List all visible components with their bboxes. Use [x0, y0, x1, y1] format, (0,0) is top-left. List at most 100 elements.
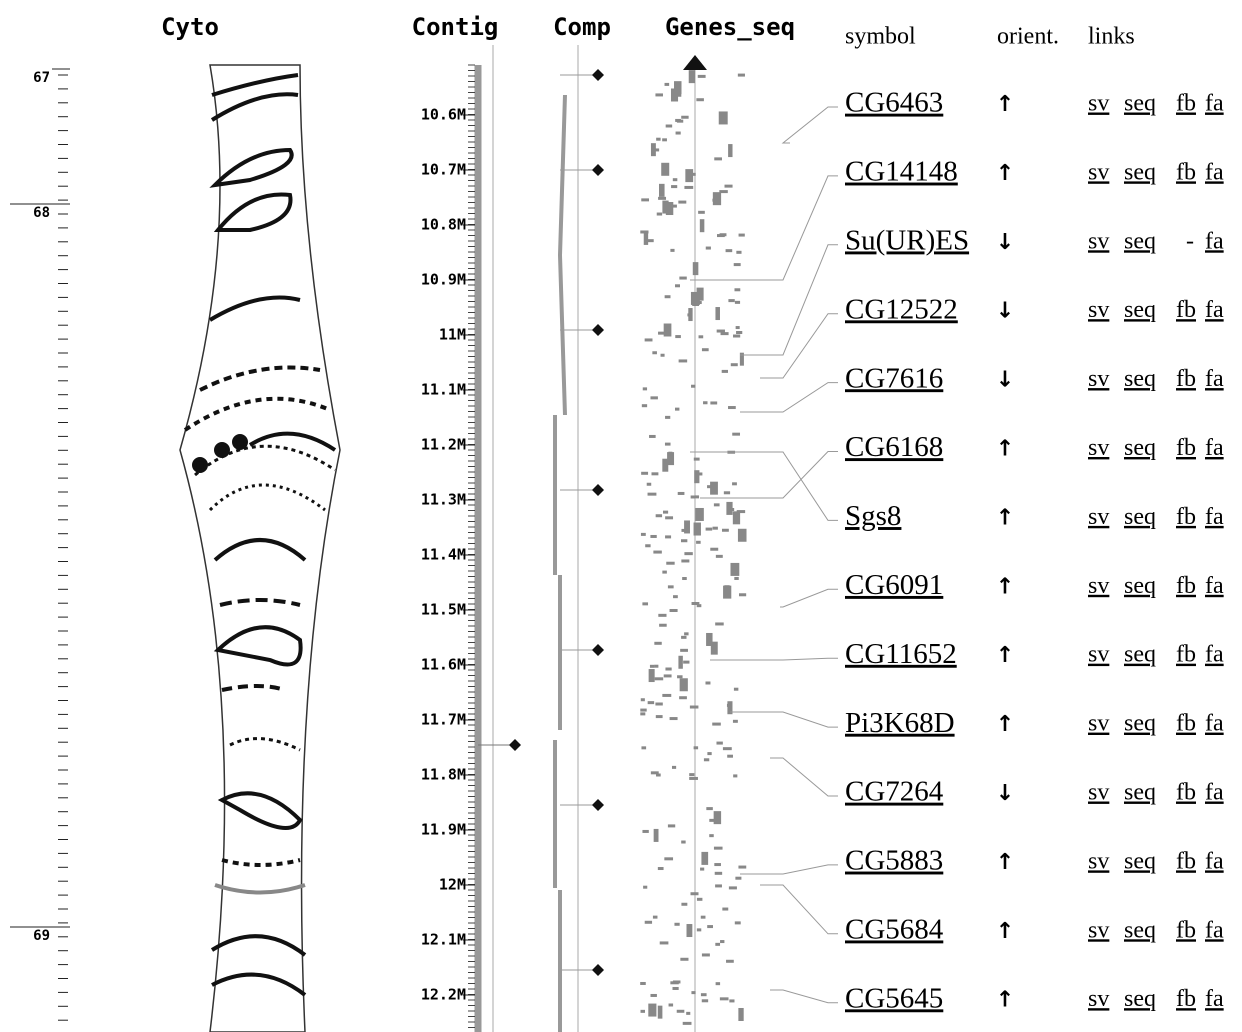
gene-feature: [669, 717, 678, 721]
gene-link[interactable]: sv: [1088, 986, 1109, 1012]
gene-symbol[interactable]: CG12522: [845, 293, 958, 325]
gene-feature: [729, 999, 735, 1003]
gene-link[interactable]: fb: [1176, 159, 1196, 185]
gene-feature: [681, 115, 689, 119]
gene-connector: [740, 244, 838, 356]
gene-feature: [732, 719, 738, 723]
gene-link[interactable]: sv: [1088, 297, 1109, 323]
gene-link[interactable]: fa: [1205, 228, 1224, 254]
gene-feature: [650, 771, 659, 775]
gene-link[interactable]: sv: [1088, 711, 1109, 737]
gene-link[interactable]: sv: [1088, 366, 1109, 392]
gene-link[interactable]: seq: [1124, 986, 1156, 1012]
gene-link[interactable]: seq: [1124, 159, 1156, 185]
gene-link[interactable]: fb: [1176, 711, 1196, 737]
gene-feature: [725, 249, 733, 253]
gene-link[interactable]: fb: [1176, 986, 1196, 1012]
gene-link[interactable]: fb: [1176, 848, 1196, 874]
comp-marker: [592, 964, 604, 976]
gene-link[interactable]: fa: [1205, 297, 1224, 323]
gene-link[interactable]: fa: [1205, 642, 1224, 668]
gene-link[interactable]: sv: [1088, 780, 1109, 806]
gene-link[interactable]: seq: [1124, 435, 1156, 461]
gene-feature: [656, 212, 663, 216]
gene-link[interactable]: seq: [1124, 780, 1156, 806]
gene-link[interactable]: fa: [1205, 711, 1224, 737]
gene-symbol[interactable]: CG6168: [845, 431, 943, 463]
gene-symbol[interactable]: CG6091: [845, 569, 943, 601]
gene-link[interactable]: fa: [1205, 917, 1224, 943]
gene-symbol[interactable]: CG7616: [845, 362, 943, 394]
gene-link[interactable]: fa: [1205, 986, 1224, 1012]
gene-link[interactable]: sv: [1088, 848, 1109, 874]
gene-symbol[interactable]: CG5645: [845, 982, 943, 1014]
gene-feature: [679, 696, 687, 700]
gene-link[interactable]: fb: [1176, 297, 1196, 323]
gene-link[interactable]: fb: [1176, 504, 1196, 530]
gene-symbol[interactable]: CG14148: [845, 156, 958, 188]
gene-connector: [700, 451, 838, 499]
gene-link[interactable]: seq: [1124, 366, 1156, 392]
gene-connector: [690, 175, 838, 281]
gene-link[interactable]: seq: [1124, 642, 1156, 668]
gene-feature: [689, 773, 695, 777]
gene-symbol[interactable]: CG5684: [845, 913, 944, 945]
gene-link[interactable]: seq: [1124, 711, 1156, 737]
gene-link[interactable]: seq: [1124, 848, 1156, 874]
gene-symbol[interactable]: CG11652: [845, 638, 957, 670]
gene-link[interactable]: sv: [1088, 573, 1109, 599]
gene-link[interactable]: fb: [1176, 780, 1196, 806]
gene-link[interactable]: fa: [1205, 848, 1224, 874]
gene-feature: [654, 677, 664, 681]
gene-symbol[interactable]: CG7264: [845, 776, 944, 808]
genes-axis-arrow: [683, 55, 707, 70]
gene-link[interactable]: fa: [1205, 159, 1224, 185]
gene-symbol[interactable]: CG5883: [845, 845, 943, 877]
gene-link[interactable]: seq: [1124, 573, 1156, 599]
gene-link[interactable]: seq: [1124, 228, 1156, 254]
gene-link[interactable]: fa: [1205, 91, 1224, 117]
gene-feature: [705, 527, 713, 531]
gene-link[interactable]: fa: [1205, 504, 1224, 530]
gene-feature: [738, 233, 745, 237]
gene-link[interactable]: fb: [1176, 91, 1196, 117]
gene-feature: [641, 404, 648, 408]
gene-link[interactable]: seq: [1124, 91, 1156, 117]
gene-link[interactable]: sv: [1088, 91, 1109, 117]
gene-link[interactable]: sv: [1088, 504, 1109, 530]
gene-feature: [661, 162, 670, 176]
gene-link[interactable]: fa: [1205, 573, 1224, 599]
gene-link[interactable]: fa: [1205, 366, 1224, 392]
gene-link[interactable]: sv: [1088, 917, 1109, 943]
gene-link[interactable]: sv: [1088, 435, 1109, 461]
gene-link[interactable]: fb: [1176, 642, 1196, 668]
gene-link[interactable]: sv: [1088, 159, 1109, 185]
gene-symbol[interactable]: Sgs8: [845, 500, 901, 532]
gene-feature: [649, 664, 655, 668]
gene-link[interactable]: seq: [1124, 504, 1156, 530]
gene-link[interactable]: fb: [1176, 573, 1196, 599]
gene-link[interactable]: fb: [1176, 917, 1196, 943]
gene-symbol[interactable]: Su(UR)ES: [845, 224, 969, 256]
gene-feature: [693, 522, 701, 536]
gene-link[interactable]: fa: [1205, 435, 1224, 461]
gene-link[interactable]: fb: [1176, 366, 1196, 392]
gene-feature: [733, 774, 738, 778]
gene-link[interactable]: fa: [1205, 780, 1224, 806]
gene-link[interactable]: seq: [1124, 917, 1156, 943]
contig-label: 11.7M: [421, 711, 466, 729]
contig-label: 11.6M: [421, 656, 466, 674]
gene-link[interactable]: sv: [1088, 642, 1109, 668]
gene-symbol[interactable]: Pi3K68D: [845, 707, 955, 739]
gene-feature: [664, 442, 671, 446]
gene-feature: [674, 81, 682, 95]
gene-link[interactable]: seq: [1124, 297, 1156, 323]
gene-symbol[interactable]: CG6463: [845, 87, 943, 119]
orientation: ↓: [996, 368, 1014, 393]
gene-link[interactable]: sv: [1088, 228, 1109, 254]
gene-link[interactable]: fb: [1176, 435, 1196, 461]
contig-label: 11.1M: [421, 381, 466, 399]
gene-feature: [674, 93, 682, 97]
gene-feature: [650, 534, 657, 538]
gene-feature: [715, 622, 724, 626]
